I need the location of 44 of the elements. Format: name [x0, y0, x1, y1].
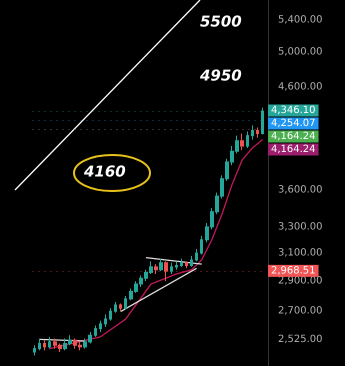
- candlestick: [104, 314, 107, 328]
- y-tick-label: 5,400.00: [278, 14, 323, 26]
- y-tick-label: 3,300.00: [278, 221, 323, 232]
- line-series: [49, 139, 264, 350]
- candlestick: [261, 107, 264, 136]
- annotation: 4160: [83, 162, 126, 180]
- candlestick: [94, 324, 97, 338]
- ref-line-label: 2,968.51: [271, 265, 316, 276]
- candlestick: [185, 260, 188, 269]
- candlestick: [246, 130, 249, 149]
- y-tick-label: 5,000.00: [278, 46, 323, 58]
- y-tick-label: 3,600.00: [278, 184, 323, 196]
- candlestick: [164, 260, 168, 282]
- candlestick: [240, 133, 244, 151]
- candlestick: [119, 302, 122, 312]
- y-tick-label: 3,100.00: [278, 248, 323, 259]
- annotation: 5500: [200, 12, 242, 30]
- annotation: 4950: [199, 66, 242, 84]
- y-tick-label: 2,525.00: [278, 334, 323, 345]
- candlestick: [251, 124, 254, 140]
- candlestick: [48, 336, 51, 350]
- candlestick: [154, 264, 158, 274]
- candlestick: [114, 301, 117, 314]
- candlestick: [195, 248, 198, 262]
- y-tick-label: 4,600.00: [278, 82, 323, 93]
- candlestick: [175, 260, 178, 270]
- ref-line-label: 4,164.24: [271, 144, 316, 156]
- candlestick: [190, 255, 193, 268]
- ref-line-label: 4,346.10: [271, 105, 316, 116]
- candlestick: [200, 235, 203, 255]
- candlestick: [180, 258, 183, 268]
- candlestick: [159, 258, 163, 272]
- candlestick: [33, 344, 36, 356]
- y-tick-label: 2,900.00: [278, 276, 323, 287]
- y-tick-label: 2,700.00: [278, 306, 323, 317]
- ref-line-label: 4,254.07: [271, 118, 316, 130]
- candlestick: [124, 295, 127, 310]
- candlestick: [170, 262, 173, 274]
- candlestick: [109, 308, 112, 322]
- ref-line-label: 4,164.24: [271, 131, 316, 142]
- candlestick: [99, 320, 102, 332]
- candlestick: [256, 126, 259, 138]
- candlestick: [38, 338, 41, 351]
- candlestick: [43, 340, 46, 351]
